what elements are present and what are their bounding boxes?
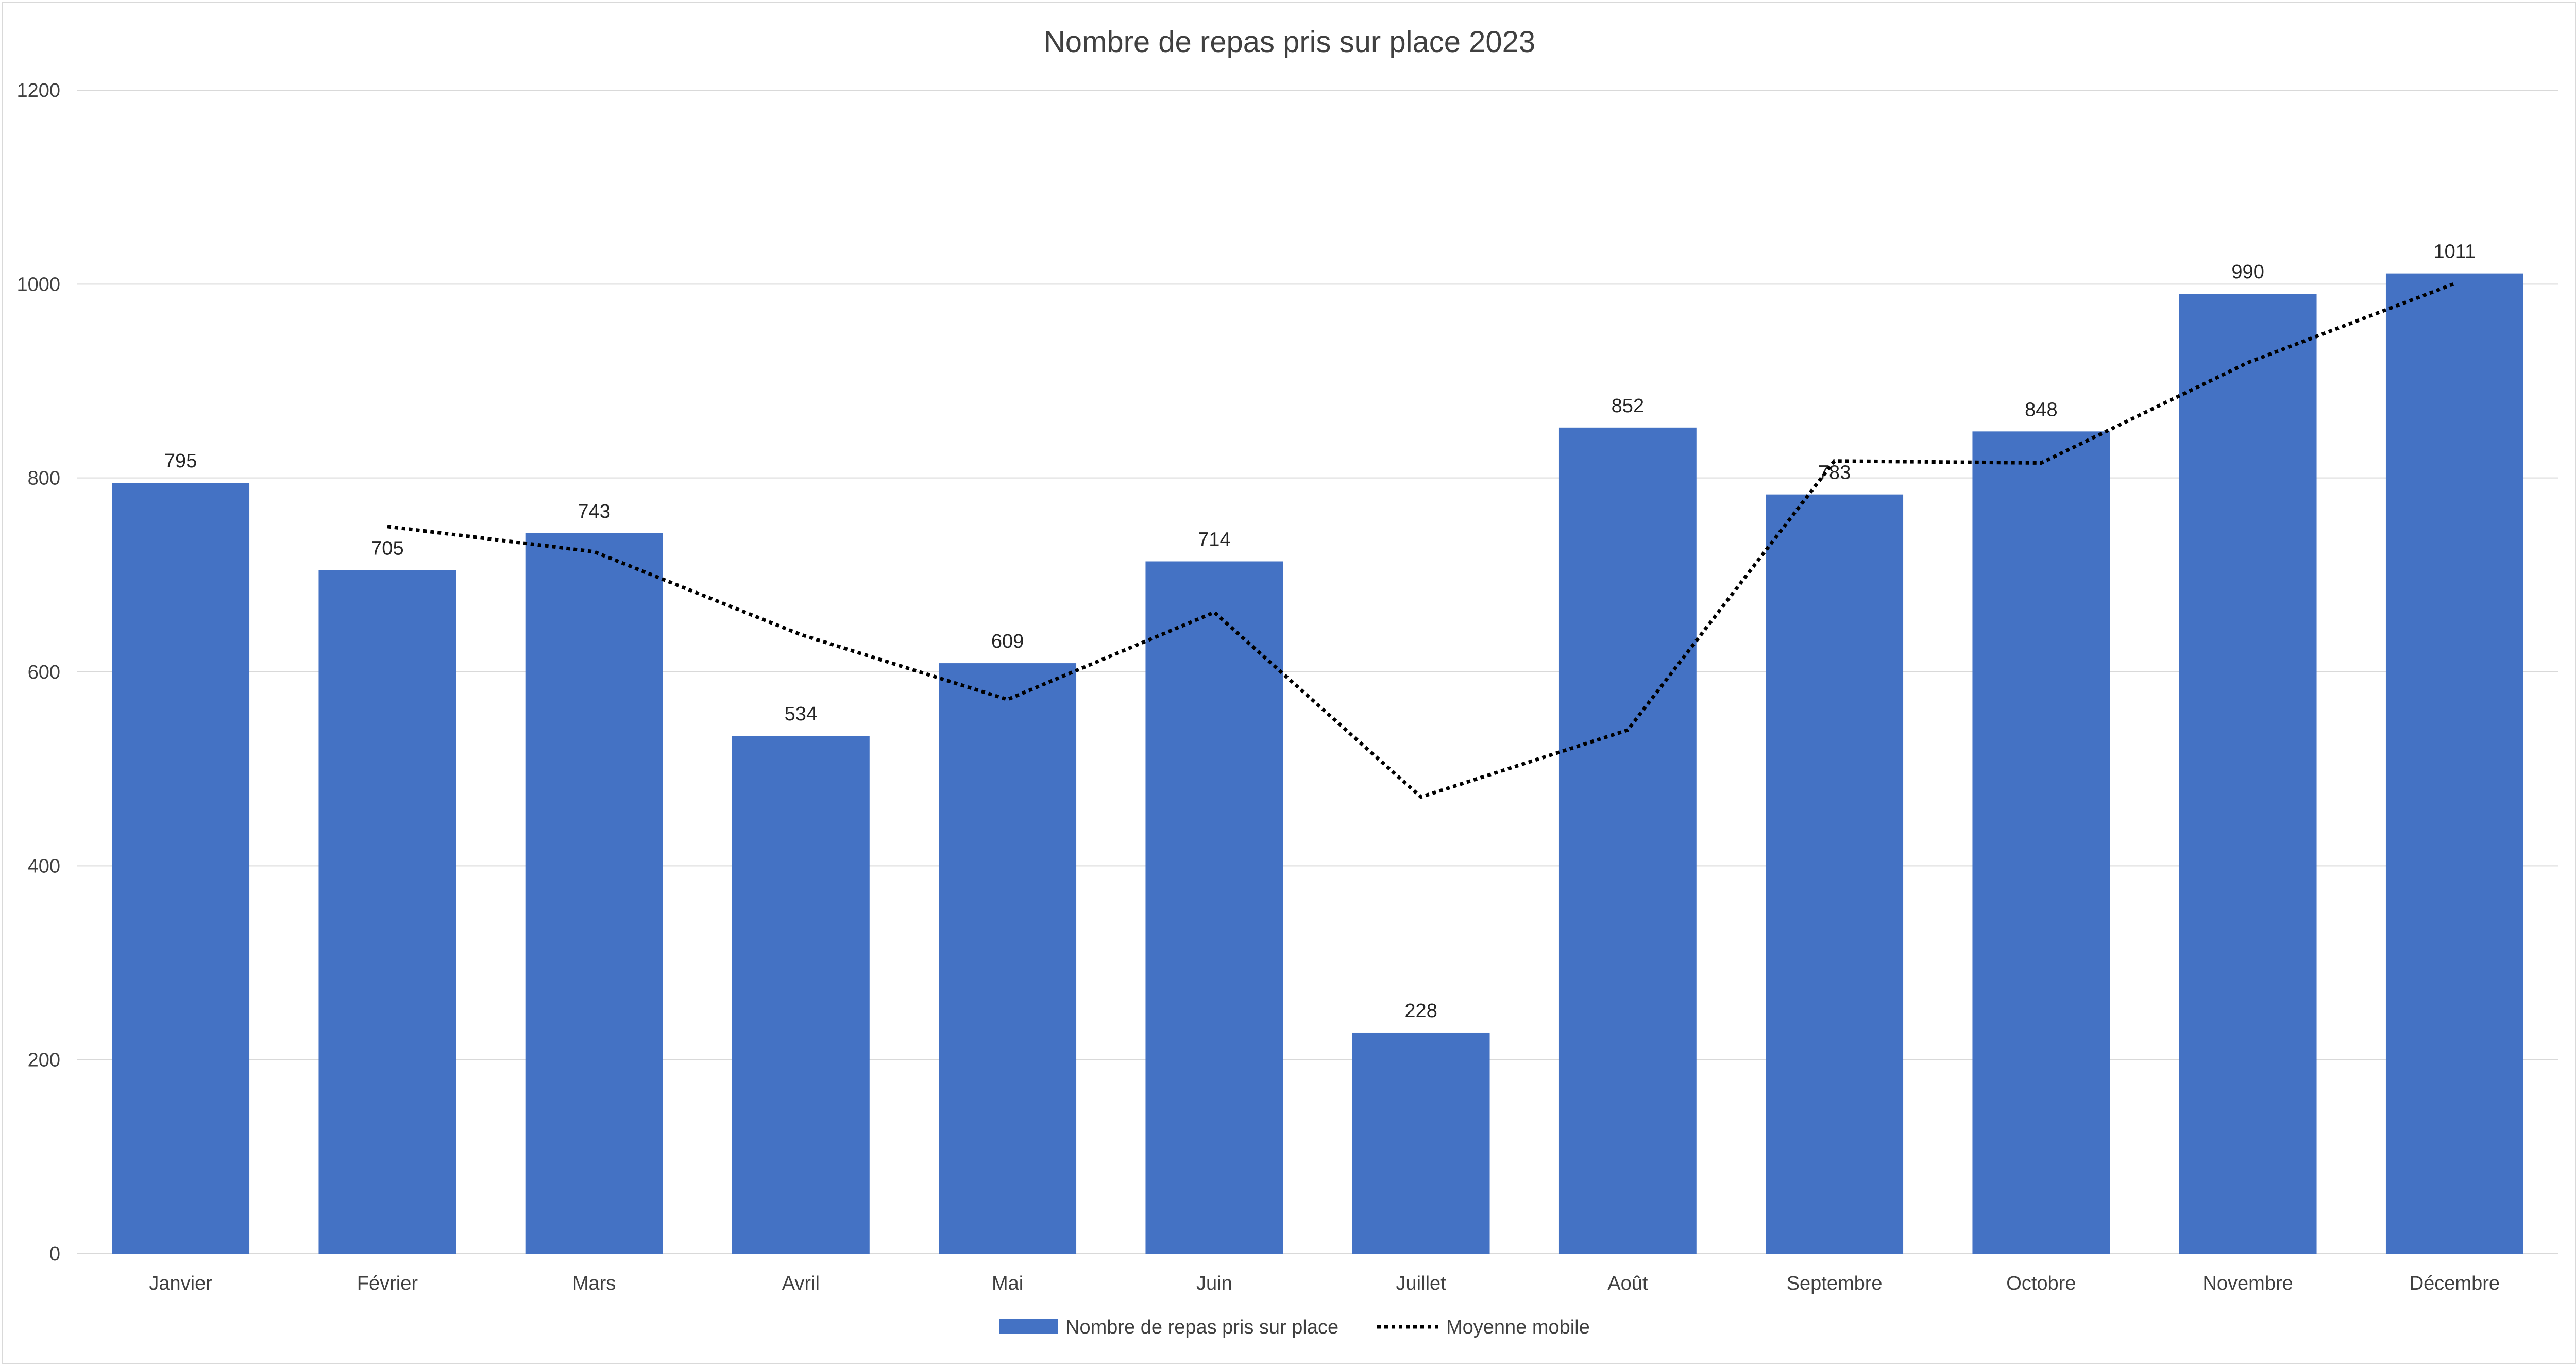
x-tick-label: Octobre — [2006, 1273, 2076, 1294]
y-tick-label: 1200 — [16, 80, 60, 102]
data-label: 795 — [164, 450, 197, 472]
bar — [112, 483, 250, 1254]
bar — [1558, 427, 1697, 1254]
x-tick-label: Mars — [572, 1273, 616, 1294]
data-label: 743 — [578, 501, 610, 522]
data-labels: 795 705 743 534 609 714 228 852 783 848 990 1011 — [164, 241, 2476, 1022]
x-tick-label: Décembre — [2410, 1273, 2500, 1294]
chart-title: Nombre de repas pris sur place 2023 — [1044, 25, 1535, 59]
bar — [1352, 1032, 1490, 1254]
moving-average-series — [387, 282, 2455, 799]
legend: Nombre de repas pris sur place Moyenne mo… — [999, 1317, 1590, 1338]
data-label: 783 — [1818, 462, 1851, 484]
legend-label: Moyenne mobile — [1446, 1317, 1590, 1338]
data-label: 228 — [1404, 1000, 1437, 1022]
data-label: 714 — [1198, 529, 1230, 550]
y-tick-label: 800 — [28, 468, 60, 490]
chart-canvas: Nombre de repas pris sur place 2023 0 200… — [16, 25, 2558, 1338]
y-tick-label: 600 — [28, 662, 60, 683]
y-axis-tick-labels: 0 200 400 600 800 1000 1200 — [16, 80, 60, 1265]
bar — [318, 570, 456, 1254]
data-label: 534 — [785, 703, 817, 725]
bar — [2385, 273, 2523, 1254]
bar — [732, 736, 870, 1254]
x-tick-label: Mai — [992, 1273, 1023, 1294]
gridlines — [77, 90, 2558, 1254]
bar — [939, 663, 1077, 1254]
x-tick-label: Janvier — [149, 1273, 212, 1294]
x-tick-label: Novembre — [2202, 1273, 2293, 1294]
y-tick-label: 0 — [49, 1243, 60, 1265]
y-tick-label: 200 — [28, 1050, 60, 1071]
data-label: 705 — [371, 537, 403, 559]
data-label: 848 — [2025, 399, 2057, 420]
bar — [525, 533, 663, 1254]
bar — [2179, 294, 2317, 1254]
x-tick-label: Juin — [1196, 1273, 1232, 1294]
y-tick-label: 400 — [28, 855, 60, 877]
bar-series — [112, 273, 2523, 1254]
data-label: 1011 — [2434, 241, 2476, 263]
bar — [1766, 494, 1904, 1254]
legend-label: Nombre de repas pris sur place — [1065, 1317, 1338, 1338]
data-label: 609 — [991, 631, 1024, 652]
x-tick-label: Septembre — [1787, 1273, 1883, 1294]
y-tick-label: 1000 — [16, 274, 60, 295]
x-tick-label: Février — [357, 1273, 418, 1294]
bar — [1145, 561, 1283, 1254]
x-tick-label: Juillet — [1396, 1273, 1447, 1294]
x-tick-label: Avril — [782, 1273, 820, 1294]
data-label: 852 — [1612, 395, 1644, 417]
data-label: 990 — [2231, 261, 2264, 283]
x-tick-label: Août — [1607, 1273, 1648, 1294]
x-axis-tick-labels: Janvier Février Mars Avril Mai Juin Juillet Aoû… — [149, 1273, 2500, 1294]
bar — [1972, 431, 2110, 1254]
legend-bar-swatch — [999, 1319, 1058, 1334]
moving-average-line — [387, 282, 2455, 799]
